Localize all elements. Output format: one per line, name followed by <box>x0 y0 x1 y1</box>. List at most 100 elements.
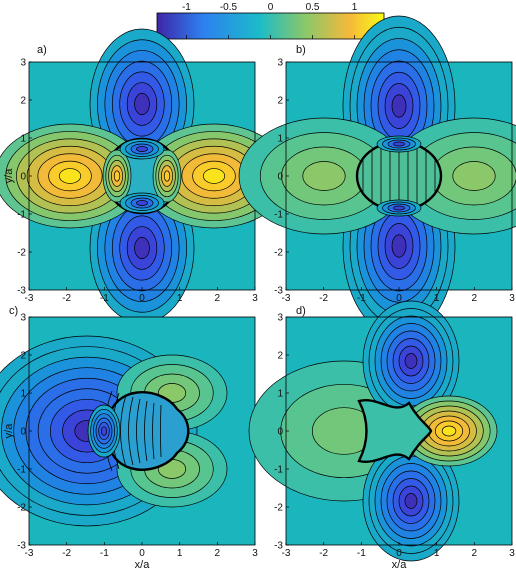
x-tick-label: -1 <box>357 293 366 304</box>
y-tick-label: 0 <box>20 427 26 438</box>
y-tick-label: -1 <box>274 210 283 221</box>
y-tick-label: 0 <box>20 172 26 183</box>
panel-c-xlabel: x/a <box>135 559 151 570</box>
panel-d-label: d) <box>296 305 306 317</box>
x-tick-label: 3 <box>252 548 258 559</box>
colorbar-tick-label: 0.5 <box>306 2 320 13</box>
x-tick-label: -1 <box>100 293 109 304</box>
x-tick-label: 3 <box>252 293 258 304</box>
green-lobe <box>302 161 346 191</box>
x-tick-label: -3 <box>25 548 34 559</box>
blue-lobe <box>134 92 150 116</box>
warm-lobe <box>202 168 226 184</box>
inner-blue-lobe <box>100 426 108 436</box>
inner-blue-lobe <box>136 146 148 152</box>
green-lobe <box>452 161 496 191</box>
colorbar-gradient <box>156 12 385 40</box>
colorbar-tick-label: -0.5 <box>220 2 238 13</box>
colorbar-tick-label: 1 <box>352 2 358 13</box>
y-tick-label: -3 <box>17 541 26 552</box>
interior-contour <box>120 394 127 468</box>
x-tick-label: 2 <box>215 293 221 304</box>
y-tick-label: -3 <box>274 541 283 552</box>
interior-contour <box>152 402 155 460</box>
inner-blue-lobe <box>136 200 148 206</box>
blue-lobe <box>391 94 407 118</box>
x-tick-label: 0 <box>139 293 145 304</box>
x-tick-label: 0 <box>139 548 145 559</box>
panel-d: d) <box>248 300 513 562</box>
y-tick-label: 2 <box>277 96 283 107</box>
y-tick-label: 3 <box>20 313 26 324</box>
x-tick-label: 0 <box>396 548 402 559</box>
interior-contour <box>136 398 141 464</box>
x-tick-label: 2 <box>472 293 478 304</box>
x-tick-label: 2 <box>472 548 478 559</box>
colorbar: -1 -0.5 0 0.5 1 <box>156 2 385 40</box>
x-tick-label: 2 <box>215 548 221 559</box>
blue-lobe <box>404 353 418 369</box>
y-tick-label: -2 <box>17 248 26 259</box>
y-tick-label: 2 <box>277 351 283 362</box>
x-tick-label: 0 <box>396 293 402 304</box>
y-tick-label: -2 <box>274 248 283 259</box>
inner-warm-lobe <box>113 170 121 182</box>
colorbar-ticks: -1 -0.5 0 0.5 1 <box>182 2 358 39</box>
inner-blue-lobe <box>393 141 405 147</box>
y-tick-label: -2 <box>17 503 26 514</box>
interior-contour <box>144 400 148 462</box>
y-tick-label: 0 <box>277 172 283 183</box>
x-tick-label: -3 <box>282 293 291 304</box>
x-tick-label: 1 <box>434 293 440 304</box>
x-tick-label: -1 <box>100 548 109 559</box>
panel-c-label: c) <box>9 305 18 317</box>
y-tick-label: -1 <box>274 465 283 476</box>
y-tick-label: -3 <box>17 286 26 297</box>
x-tick-label: -2 <box>319 293 328 304</box>
inclusion-boundary <box>105 391 190 471</box>
y-tick-label: 1 <box>20 389 26 400</box>
panel-b: b) <box>238 15 516 337</box>
interior-contour <box>128 396 134 466</box>
x-tick-label: 1 <box>177 548 183 559</box>
x-tick-label: 1 <box>177 293 183 304</box>
y-tick-label: -1 <box>17 465 26 476</box>
x-tick-label: -3 <box>282 548 291 559</box>
blue-lobe <box>391 234 407 258</box>
x-tick-label: 3 <box>509 548 515 559</box>
x-tick-label: -2 <box>62 548 71 559</box>
inner-blue-lobe <box>393 205 405 211</box>
colorbar-tick-label: 0 <box>268 2 274 13</box>
colorbar-tick-label: -1 <box>182 2 191 13</box>
y-tick-label: 1 <box>277 134 283 145</box>
y-tick-label: 1 <box>20 134 26 145</box>
y-tick-label: 1 <box>277 389 283 400</box>
inclusion-boundary <box>357 398 433 464</box>
y-tick-label: 2 <box>20 96 26 107</box>
x-tick-label: 3 <box>509 293 515 304</box>
y-tick-label: 3 <box>20 58 26 69</box>
panel-d-xlabel: x/a <box>392 559 408 570</box>
panel-a: a) <box>0 28 290 324</box>
warm-lobe <box>441 425 457 437</box>
blue-lobe <box>134 236 150 260</box>
y-tick-label: -2 <box>274 503 283 514</box>
inner-warm-lobe <box>163 170 171 182</box>
interior-contour <box>160 404 162 458</box>
panel-b-label: b) <box>296 44 306 56</box>
x-tick-label: 1 <box>434 548 440 559</box>
y-tick-label: 3 <box>277 313 283 324</box>
warm-lobe <box>58 168 82 184</box>
x-tick-label: -2 <box>62 293 71 304</box>
panel-a-ylabel: y/a <box>3 168 15 184</box>
panel-c: c) <box>0 305 256 546</box>
y-tick-label: 0 <box>277 427 283 438</box>
x-tick-label: -2 <box>319 548 328 559</box>
y-tick-label: 2 <box>20 351 26 362</box>
x-tick-label: -1 <box>357 548 366 559</box>
y-tick-label: -3 <box>274 286 283 297</box>
blue-lobe <box>404 493 418 509</box>
y-tick-label: -1 <box>17 210 26 221</box>
